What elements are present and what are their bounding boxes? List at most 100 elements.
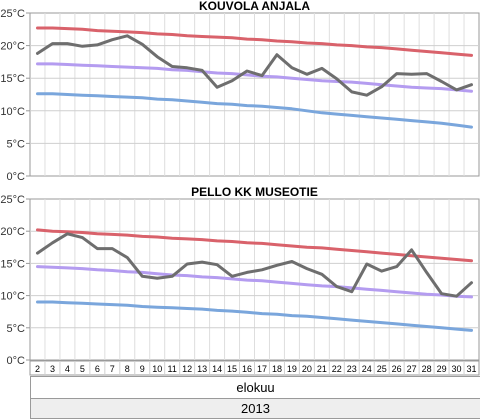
series-point-3 <box>96 247 99 250</box>
series-point-2 <box>51 300 54 304</box>
series-point-1 <box>425 86 428 90</box>
series-point-3 <box>66 42 69 45</box>
series-point-2 <box>455 327 458 331</box>
series-point-3 <box>36 52 39 55</box>
series-point-1 <box>470 295 473 299</box>
series-point-3 <box>440 292 443 295</box>
series-point-2 <box>215 102 219 105</box>
series-point-3 <box>126 34 129 38</box>
series-point-0 <box>51 230 54 233</box>
series-point-2 <box>66 93 69 96</box>
series-point-3 <box>290 66 294 69</box>
x-tick-label: 27 <box>407 364 417 374</box>
x-axis: 2 3 4 5 6 7 8 9 10 11 12 13 14 15 16 17 18 19 20 21 22 23 24 25… <box>29 360 480 376</box>
x-tick-label: 14 <box>212 364 222 374</box>
series-point-3 <box>200 260 204 264</box>
series-point-2 <box>126 95 129 99</box>
x-tick-label: 23 <box>347 364 357 374</box>
series-point-1 <box>170 68 174 71</box>
series-point-0 <box>455 258 458 261</box>
x-tick-label: 8 <box>125 364 130 374</box>
x-tick-label: 22 <box>332 364 342 374</box>
series-point-3 <box>350 90 353 94</box>
series-point-1 <box>185 274 189 277</box>
series-point-3 <box>230 79 234 83</box>
series-point-0 <box>395 253 398 256</box>
series-point-3 <box>425 72 428 75</box>
series-point-3 <box>141 43 144 46</box>
series-point-0 <box>275 39 279 43</box>
series-point-0 <box>290 40 294 43</box>
series-point-1 <box>36 62 39 66</box>
series-point-2 <box>365 115 368 118</box>
series-point-0 <box>425 50 428 53</box>
series-point-2 <box>365 320 368 323</box>
series-point-1 <box>230 72 234 75</box>
series-point-0 <box>156 32 159 36</box>
series-point-1 <box>215 276 219 279</box>
series-point-3 <box>380 85 383 88</box>
series-point-0 <box>335 248 339 251</box>
y-tick-label: 10°C <box>0 106 25 118</box>
series-point-1 <box>440 87 443 90</box>
series-point-1 <box>230 277 234 281</box>
y-tick-label: 25°C <box>0 194 25 206</box>
series-point-2 <box>170 98 174 101</box>
series-point-1 <box>260 279 264 282</box>
series-point-2 <box>156 97 159 101</box>
series-point-1 <box>305 283 309 286</box>
series-point-3 <box>425 271 428 274</box>
series-point-1 <box>111 65 114 68</box>
series-point-3 <box>245 271 249 274</box>
series-point-3 <box>51 241 54 244</box>
series-point-0 <box>230 36 234 39</box>
series-point-2 <box>230 103 234 106</box>
series-point-1 <box>141 271 144 274</box>
series-point-0 <box>36 26 39 30</box>
series-point-0 <box>170 237 174 240</box>
series-point-2 <box>350 114 353 117</box>
series-point-3 <box>410 248 413 252</box>
x-tick-label: 31 <box>467 364 477 374</box>
series-point-1 <box>410 291 413 295</box>
series-point-2 <box>350 318 353 322</box>
series-point-3 <box>335 77 339 81</box>
x-tick-label: 4 <box>65 364 70 374</box>
series-point-1 <box>290 282 294 285</box>
series-point-1 <box>215 71 219 75</box>
x-tick-label: 20 <box>302 364 312 374</box>
series-point-1 <box>51 266 54 269</box>
series-point-0 <box>470 259 473 263</box>
series-point-2 <box>96 302 99 306</box>
series-point-3 <box>36 251 39 255</box>
y-tick-label: 10°C <box>0 291 25 303</box>
series-point-0 <box>380 46 383 49</box>
series-point-2 <box>395 322 398 326</box>
series-point-2 <box>260 312 264 315</box>
series-point-3 <box>410 73 413 76</box>
series-point-0 <box>410 48 413 52</box>
series-point-2 <box>215 309 219 312</box>
y-tick-label: 25°C <box>0 8 25 20</box>
y-tick-label: 20°C <box>0 41 25 53</box>
series-point-2 <box>290 107 294 111</box>
series-point-1 <box>395 84 398 88</box>
series-point-1 <box>81 63 84 67</box>
series-point-3 <box>141 275 144 278</box>
series-point-0 <box>200 238 204 241</box>
series-point-3 <box>215 263 219 266</box>
series-point-2 <box>320 316 324 319</box>
x-tick-label: 18 <box>272 364 282 374</box>
series-point-0 <box>425 255 428 259</box>
series-line-0 <box>36 26 473 57</box>
series-point-2 <box>470 125 473 129</box>
series-line-3 <box>36 34 473 97</box>
series-point-2 <box>320 111 324 114</box>
series-point-3 <box>260 268 264 272</box>
series-point-0 <box>200 35 204 38</box>
series-point-0 <box>335 43 339 47</box>
series-point-0 <box>365 45 368 49</box>
chart-title: PELLO KK MUSEOTIE <box>191 185 318 199</box>
series-point-1 <box>36 265 39 268</box>
series-point-3 <box>395 265 398 268</box>
